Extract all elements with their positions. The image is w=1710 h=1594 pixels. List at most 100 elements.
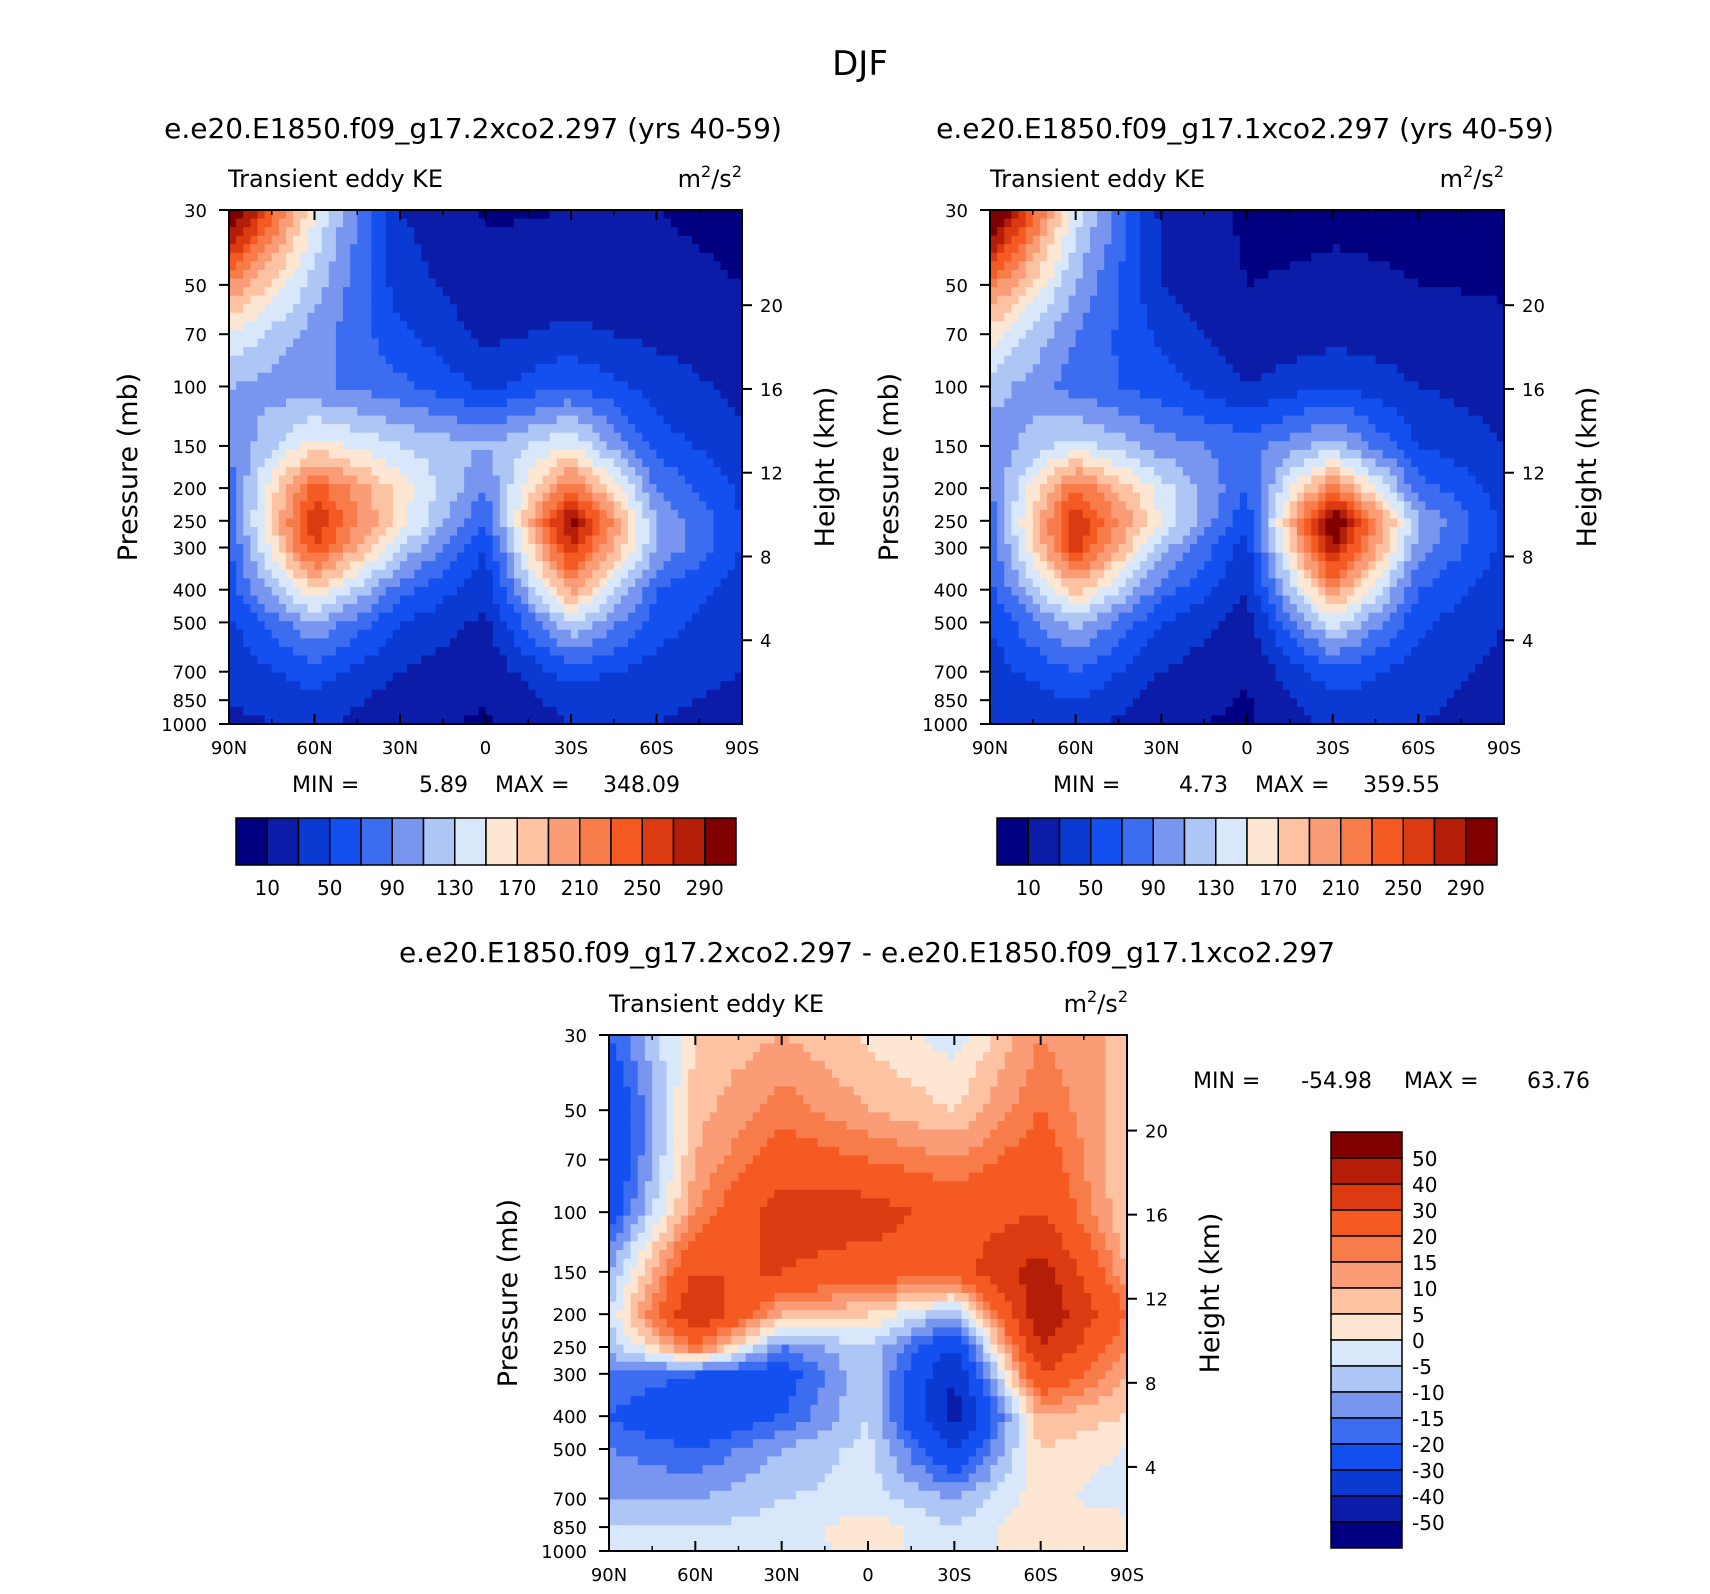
contour-cell: [543, 476, 551, 485]
contour-cell: [457, 630, 465, 639]
contour-cell: [592, 279, 600, 288]
contour-cell: [236, 561, 244, 570]
contour-cell: [607, 587, 615, 596]
contour-cell: [329, 544, 337, 553]
contour-cell: [699, 553, 707, 562]
contour-cell: [429, 433, 437, 442]
contour-cell: [265, 304, 273, 313]
contour-cell: [557, 613, 565, 622]
contour-cell: [243, 458, 251, 467]
contour-cell: [535, 655, 543, 664]
contour-cell: [642, 476, 650, 485]
contour-cell: [685, 570, 693, 579]
contour-cell: [286, 493, 294, 502]
contour-cell: [471, 527, 479, 536]
contour-cell: [372, 647, 380, 656]
contour-cell: [1311, 219, 1319, 228]
contour-cell: [364, 253, 372, 262]
contour-cell: [286, 613, 294, 622]
contour-cell: [450, 398, 458, 407]
contour-cell: [243, 501, 251, 510]
contour-cell: [714, 647, 722, 656]
contour-cell: [728, 270, 736, 279]
contour-cell: [1133, 244, 1141, 253]
contour-cell: [1011, 261, 1019, 270]
contour-cell: [315, 698, 323, 707]
contour-cell: [514, 416, 522, 425]
contour-cell: [500, 673, 508, 682]
contour-cell: [1333, 210, 1341, 219]
contour-cell: [429, 279, 437, 288]
contour-cell: [564, 690, 572, 699]
contour-cell: [1461, 210, 1469, 219]
contour-cell: [664, 433, 672, 442]
contour-cell: [300, 279, 308, 288]
contour-cell: [1040, 236, 1048, 245]
contour-cell: [614, 681, 622, 690]
contour-cell: [1111, 253, 1119, 262]
contour-cell: [1354, 270, 1362, 279]
contour-cell: [706, 544, 714, 553]
contour-cell: [657, 544, 665, 553]
contour-cell: [1211, 253, 1219, 262]
contour-cell: [386, 613, 394, 622]
contour-cell: [372, 450, 380, 459]
contour-cell: [621, 493, 629, 502]
contour-cell: [571, 433, 579, 442]
contour-cell: [678, 236, 686, 245]
contour-cell: [514, 210, 522, 219]
contour-cell: [706, 493, 714, 502]
contour-cell: [721, 304, 729, 313]
contour-cell: [535, 450, 543, 459]
contour-cell: [286, 484, 294, 493]
contour-cell: [514, 655, 522, 664]
contour-cell: [621, 604, 629, 613]
contour-cell: [685, 330, 693, 339]
contour-cell: [671, 467, 679, 476]
contour-cell: [585, 596, 593, 605]
contour-cell: [657, 587, 665, 596]
contour-cell: [557, 339, 565, 348]
contour-cell: [279, 253, 287, 262]
contour-cell: [478, 647, 486, 656]
contour-cell: [514, 476, 522, 485]
contour-cell: [514, 698, 522, 707]
contour-cell: [265, 647, 273, 656]
contour-cell: [436, 390, 444, 399]
contour-cell: [543, 518, 551, 527]
contour-cell: [258, 313, 266, 322]
contour-cell: [350, 424, 358, 433]
contour-cell: [364, 373, 372, 382]
contour-cell: [628, 424, 636, 433]
contour-cell: [657, 467, 665, 476]
contour-cell: [258, 596, 266, 605]
contour-cell: [706, 441, 714, 450]
contour-cell: [272, 698, 280, 707]
contour-cell: [1347, 253, 1355, 262]
contour-cell: [592, 647, 600, 656]
contour-cell: [350, 493, 358, 502]
contour-cell: [528, 261, 536, 270]
contour-cell: [1354, 219, 1362, 228]
contour-cell: [1368, 236, 1376, 245]
contour-cell: [557, 570, 565, 579]
contour-cell: [1347, 270, 1355, 279]
contour-cell: [286, 313, 294, 322]
contour-cell: [607, 407, 615, 416]
contour-cell: [464, 373, 472, 382]
contour-cell: [414, 441, 422, 450]
contour-cell: [692, 407, 700, 416]
contour-cell: [1297, 227, 1305, 236]
contour-cell: [386, 450, 394, 459]
contour-cell: [1361, 244, 1369, 253]
contour-cell: [585, 347, 593, 356]
contour-cell: [1069, 236, 1077, 245]
contour-cell: [721, 227, 729, 236]
contour-cell: [407, 279, 415, 288]
contour-cell: [528, 570, 536, 579]
contour-cell: [1276, 236, 1284, 245]
contour-cell: [678, 313, 686, 322]
contour-cell: [293, 304, 301, 313]
contour-cell: [500, 536, 508, 545]
contour-cell: [500, 253, 508, 262]
